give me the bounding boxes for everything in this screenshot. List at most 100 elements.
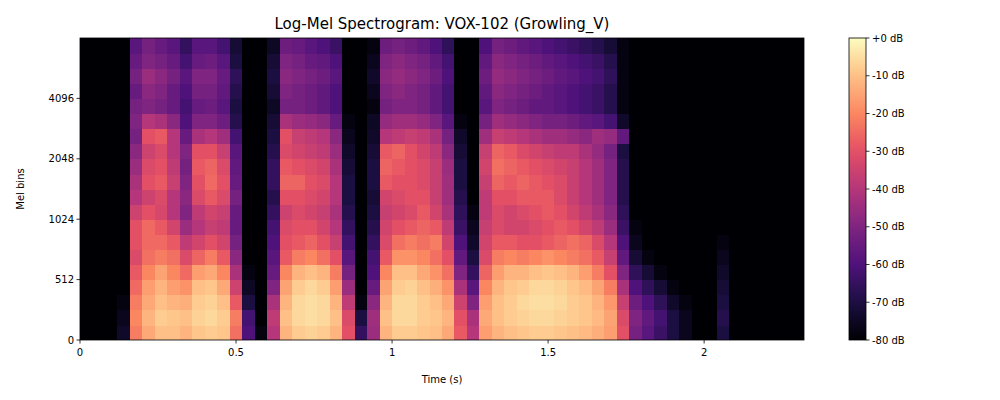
cell xyxy=(305,129,318,145)
cell xyxy=(642,38,655,54)
cells xyxy=(80,38,804,340)
cell xyxy=(280,53,293,69)
cell xyxy=(792,53,804,69)
cell xyxy=(629,174,642,190)
cell xyxy=(754,114,767,130)
x-tick xyxy=(236,340,237,344)
cell xyxy=(717,174,730,190)
cell xyxy=(267,249,280,265)
cell xyxy=(604,174,617,190)
cell xyxy=(242,174,255,190)
cell xyxy=(405,114,418,130)
y-tick-label: 512 xyxy=(55,274,74,285)
cell xyxy=(155,189,168,205)
cell xyxy=(255,234,268,250)
cell xyxy=(392,295,405,311)
cell xyxy=(617,264,630,280)
cell xyxy=(579,325,592,340)
cell xyxy=(479,295,492,311)
cell xyxy=(754,129,767,145)
cell xyxy=(554,280,567,296)
cell xyxy=(292,98,305,114)
cell xyxy=(754,325,767,340)
cell xyxy=(105,159,118,175)
cell xyxy=(405,129,418,145)
cell xyxy=(592,68,605,84)
cell xyxy=(592,325,605,340)
cell xyxy=(467,264,480,280)
cell xyxy=(492,280,505,296)
cell xyxy=(604,159,617,175)
cell xyxy=(92,295,105,311)
cell xyxy=(579,280,592,296)
cell xyxy=(779,68,792,84)
cell xyxy=(742,295,755,311)
cell xyxy=(255,189,268,205)
cell xyxy=(355,204,368,220)
cell xyxy=(330,249,343,265)
cell xyxy=(792,98,804,114)
cell xyxy=(567,68,580,84)
cell xyxy=(230,310,243,326)
cell xyxy=(92,114,105,130)
cell xyxy=(767,280,780,296)
cell xyxy=(292,144,305,160)
cell xyxy=(217,174,230,190)
cell xyxy=(405,189,418,205)
cell xyxy=(779,280,792,296)
cell xyxy=(230,83,243,99)
cell xyxy=(430,144,443,160)
cell xyxy=(717,325,730,340)
cell xyxy=(517,234,530,250)
cell xyxy=(255,174,268,190)
cell xyxy=(667,83,680,99)
cell xyxy=(92,219,105,235)
cell xyxy=(767,53,780,69)
cell xyxy=(779,295,792,311)
cell xyxy=(205,68,218,84)
cell xyxy=(142,189,155,205)
cell xyxy=(355,38,368,54)
cell xyxy=(454,129,467,145)
cell xyxy=(217,234,230,250)
cell xyxy=(604,280,617,296)
cell xyxy=(280,310,293,326)
cell xyxy=(742,219,755,235)
cell xyxy=(654,83,667,99)
cell xyxy=(330,310,343,326)
cell xyxy=(504,310,517,326)
cell xyxy=(529,68,542,84)
cell xyxy=(255,53,268,69)
cell xyxy=(392,189,405,205)
cell xyxy=(167,129,180,145)
cell xyxy=(255,38,268,54)
cell xyxy=(305,53,318,69)
cell xyxy=(92,204,105,220)
cell xyxy=(479,114,492,130)
cell xyxy=(654,98,667,114)
cell xyxy=(117,264,130,280)
cell xyxy=(380,189,393,205)
y-tick-label: 2048 xyxy=(49,153,74,164)
cell xyxy=(417,310,430,326)
cell xyxy=(667,159,680,175)
cell xyxy=(742,234,755,250)
cell xyxy=(792,83,804,99)
y-tick-label: 0 xyxy=(68,335,74,346)
cell xyxy=(117,234,130,250)
cell xyxy=(105,234,118,250)
cell xyxy=(492,295,505,311)
cell xyxy=(117,310,130,326)
cell xyxy=(504,219,517,235)
cell xyxy=(742,144,755,160)
cell xyxy=(380,280,393,296)
cell xyxy=(642,219,655,235)
cell xyxy=(567,98,580,114)
cell xyxy=(130,204,143,220)
cell xyxy=(504,129,517,145)
cell xyxy=(280,249,293,265)
cell xyxy=(729,174,742,190)
y-tick xyxy=(77,98,81,99)
cell xyxy=(542,129,555,145)
cell xyxy=(342,98,355,114)
